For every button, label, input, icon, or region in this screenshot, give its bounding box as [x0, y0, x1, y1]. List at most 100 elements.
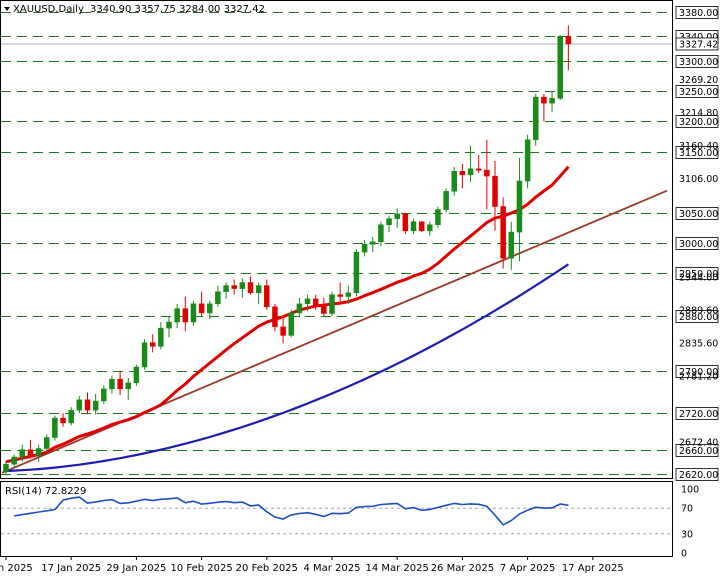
candle: [467, 145, 474, 183]
candle: [92, 393, 99, 415]
level-label: 3000.00: [679, 239, 718, 250]
candle-body: [418, 221, 425, 232]
candle-body: [296, 303, 303, 314]
candle-body: [84, 399, 91, 411]
candle: [443, 188, 449, 213]
candle-body: [117, 378, 123, 390]
level-label-box: [675, 207, 719, 220]
candle-body: [443, 191, 449, 210]
collapse-arrow-icon[interactable]: [4, 7, 10, 11]
candle: [508, 221, 515, 270]
candle: [52, 415, 58, 441]
candle-body: [353, 251, 360, 294]
candle-body: [125, 382, 131, 390]
candle-body: [459, 171, 466, 176]
level-label: 3150.00: [679, 148, 718, 159]
candle: [231, 279, 237, 295]
level-label: 3250.00: [679, 87, 718, 98]
candle-body: [500, 206, 506, 259]
candle: [255, 282, 262, 304]
candle-body: [524, 139, 531, 182]
candle: [459, 163, 466, 189]
price-tick-label: 2835.60: [679, 338, 718, 349]
date-tick-label: 7 Jan 2025: [0, 563, 33, 574]
candle-body: [508, 231, 515, 259]
candle-body: [223, 285, 229, 292]
level-label: 2620.00: [679, 470, 718, 481]
candle: [174, 303, 180, 329]
level-label-box: [675, 115, 719, 128]
candle: [264, 279, 270, 310]
price-tick-label: 2672.40: [679, 438, 718, 449]
candle-body: [198, 303, 205, 314]
price-tick-label: 3269.20: [679, 75, 718, 86]
candle-body: [3, 464, 9, 472]
candle-body: [60, 417, 66, 424]
candle: [19, 444, 26, 462]
candle: [68, 407, 74, 426]
date-tick-label: 4 Mar 2025: [303, 563, 360, 574]
level-label-box: [675, 85, 719, 98]
candle-body: [492, 175, 498, 207]
rsi-panel-frame: [0, 481, 673, 557]
candle-body: [304, 298, 311, 305]
date-tick-label: 29 Jan 2025: [106, 563, 166, 574]
candle: [280, 315, 286, 344]
candle-body: [345, 292, 352, 297]
candle-body: [361, 243, 368, 253]
level-label: 2660.00: [679, 446, 718, 457]
candle: [378, 221, 384, 247]
date-tick-label: 7 Apr 2025: [500, 563, 555, 574]
date-tick-label: 26 Mar 2025: [431, 563, 494, 574]
level-label-box: [675, 365, 719, 378]
candle-body: [565, 36, 572, 45]
candle: [117, 370, 123, 395]
level-label-box: [675, 407, 719, 420]
candle: [361, 239, 368, 257]
candle: [198, 291, 205, 318]
ohlc-readout: 3340.90 3357.75 3284.00 3327.42: [90, 4, 265, 15]
level-label-box: [675, 146, 719, 159]
candle-body: [207, 303, 213, 314]
candle-body: [386, 218, 392, 226]
candle-body: [288, 312, 294, 336]
candle-body: [11, 456, 17, 465]
candle-body: [451, 171, 457, 192]
candle: [541, 94, 547, 122]
candle: [524, 134, 531, 189]
date-tick-label: 17 Jan 2025: [41, 563, 101, 574]
level-label-box: [675, 267, 719, 280]
candle-body: [149, 342, 156, 347]
candle: [11, 454, 17, 468]
candle: [84, 392, 91, 415]
candle: [394, 208, 400, 228]
candle: [557, 35, 563, 101]
candle-body: [174, 308, 180, 323]
level-label-box: [675, 55, 719, 68]
candle: [3, 460, 9, 476]
candle-body: [255, 285, 262, 294]
candle-body: [27, 449, 34, 457]
candle: [402, 212, 409, 234]
candle-body: [467, 168, 474, 176]
candle: [549, 91, 555, 113]
candle: [370, 236, 376, 253]
candle: [475, 154, 482, 174]
level-label-box: [675, 444, 719, 457]
candle: [516, 157, 523, 262]
candle: [492, 160, 498, 231]
candle: [565, 25, 572, 71]
candle-body: [312, 298, 319, 306]
candle: [76, 396, 83, 414]
level-label: 3380.00: [679, 8, 718, 19]
price-tick-label: 2944.00: [679, 273, 718, 284]
sma-100-line: [5, 263, 570, 473]
candle: [288, 309, 294, 338]
candle: [35, 444, 42, 462]
candle-body: [329, 294, 335, 314]
candle-body: [394, 213, 400, 219]
candle-body: [427, 224, 433, 232]
candle-body: [370, 241, 376, 245]
price-tick-label: 3106.00: [679, 174, 718, 185]
